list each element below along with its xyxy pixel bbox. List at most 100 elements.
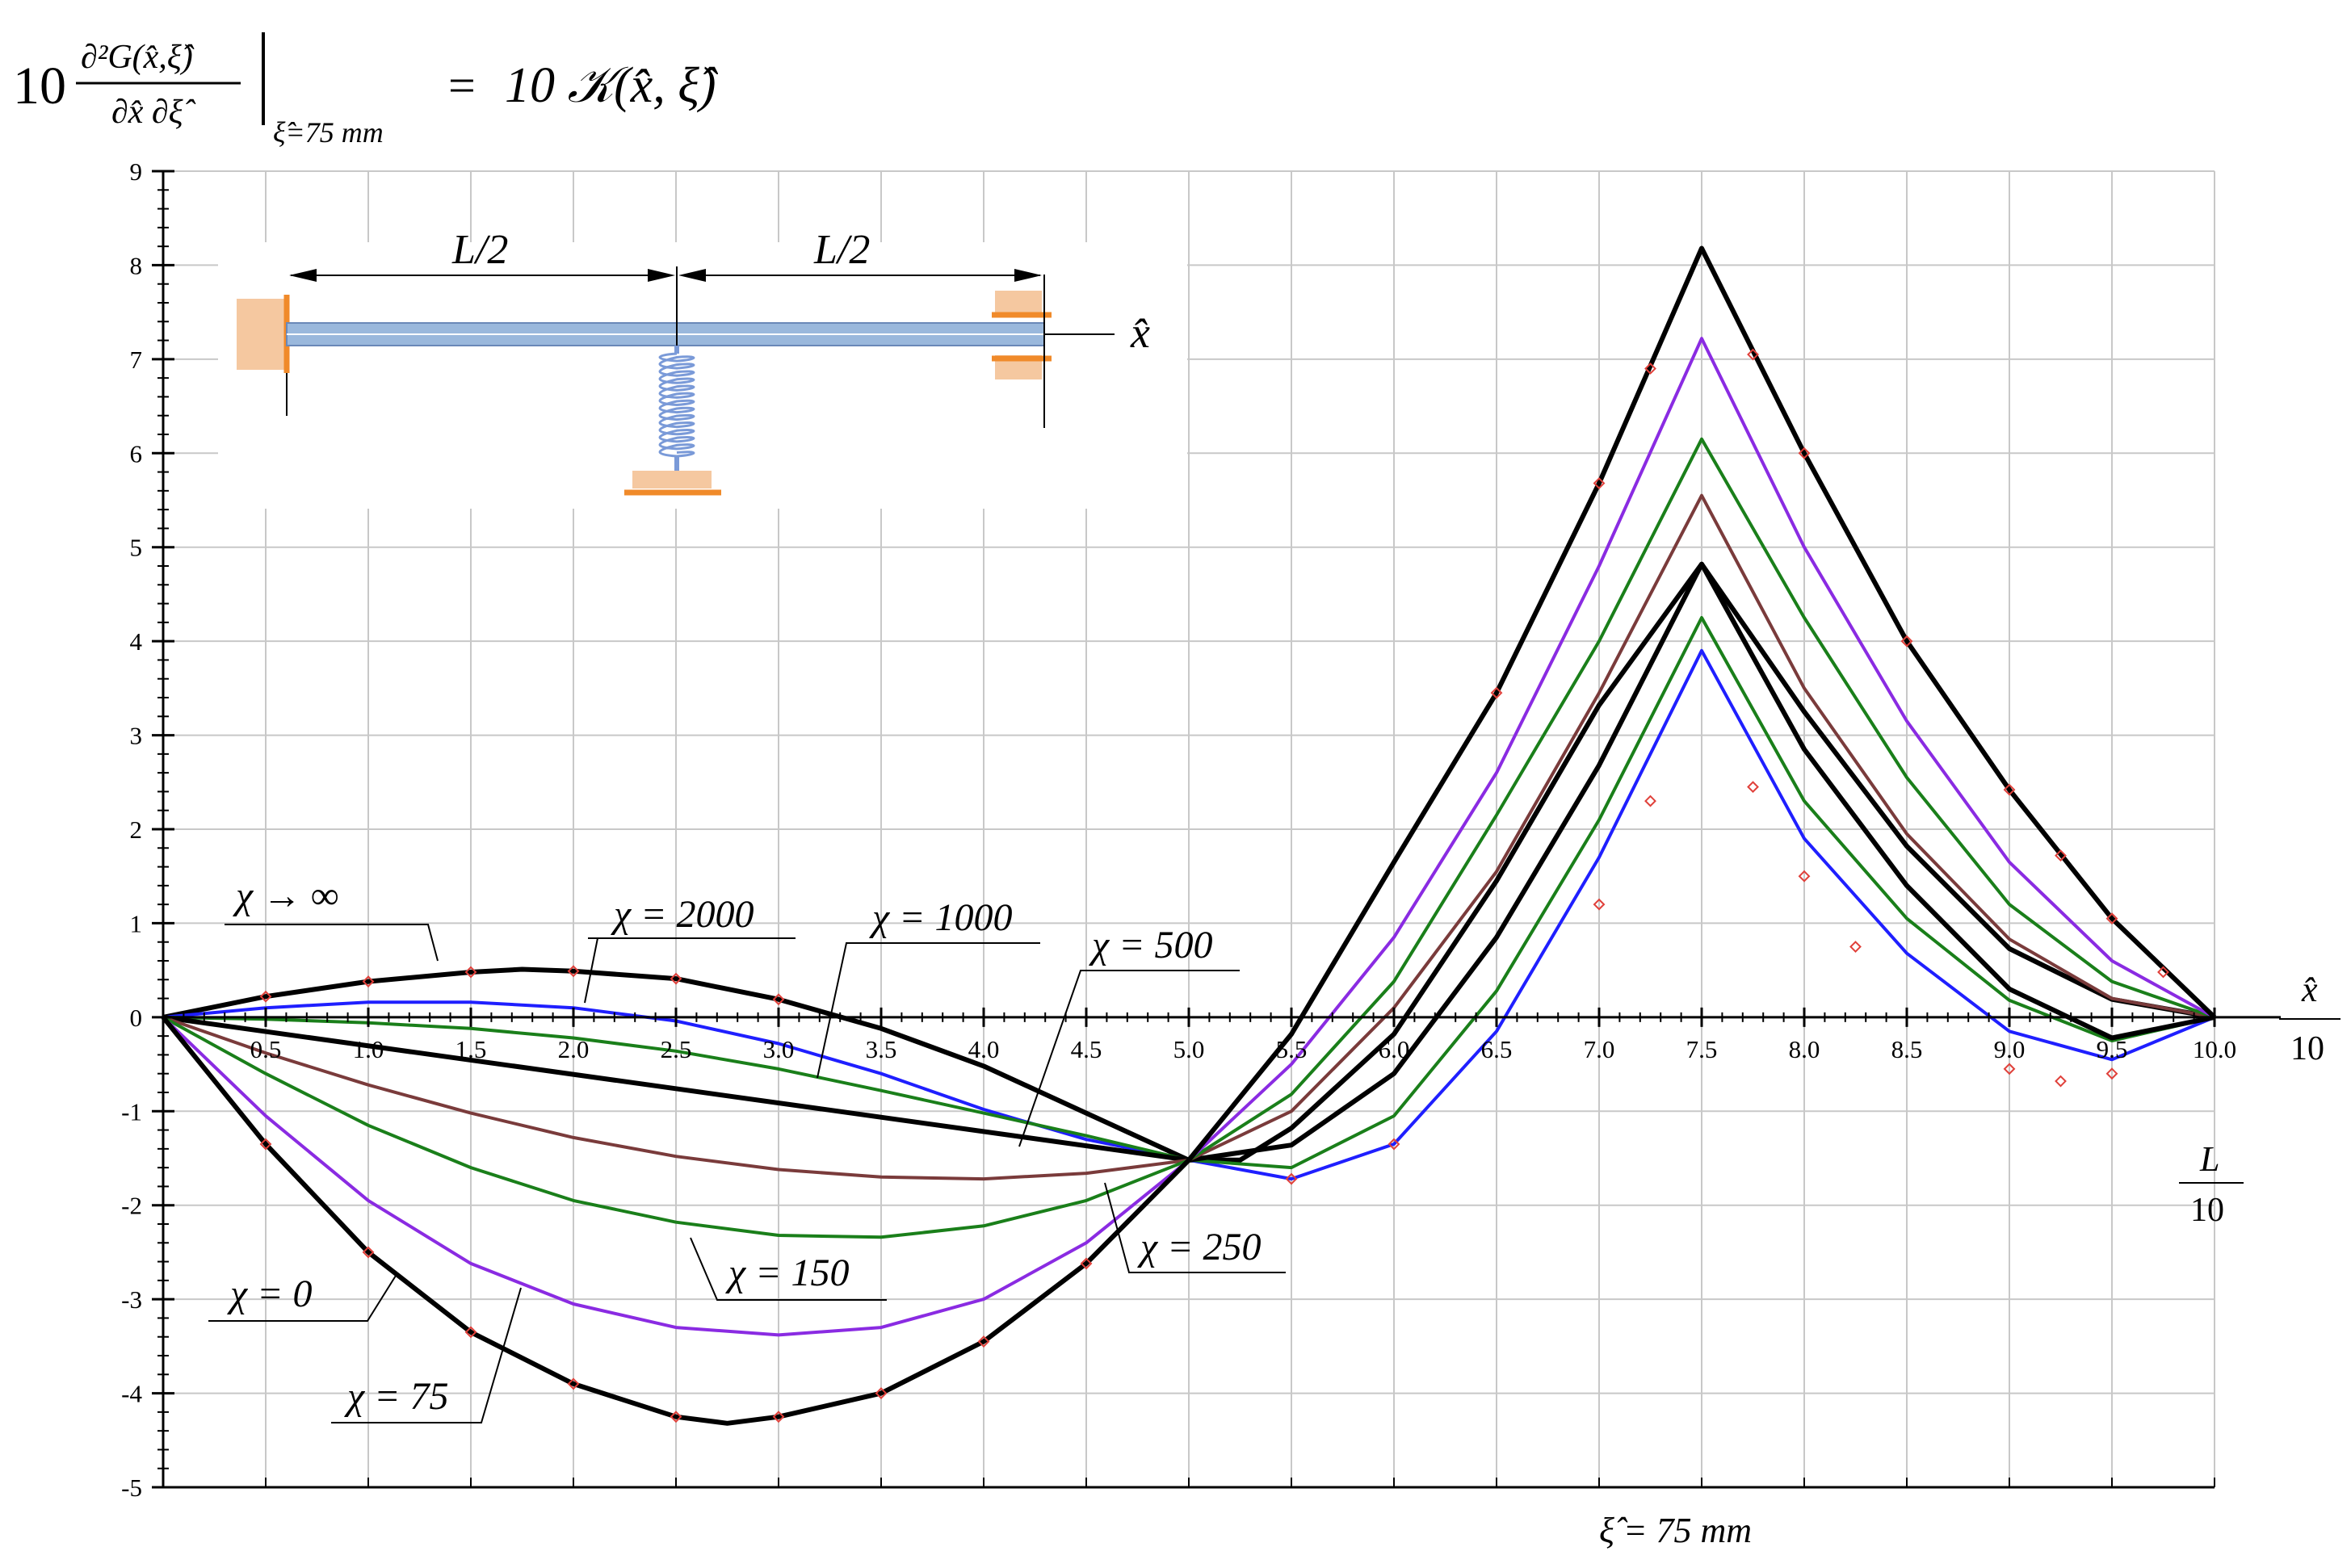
data-marker xyxy=(670,972,682,985)
dim-arrowhead-left xyxy=(289,269,317,282)
x-tick-label: 7.0 xyxy=(1584,1035,1615,1063)
x-unit-denominator: 10 xyxy=(2290,1030,2324,1067)
data-marker xyxy=(1798,447,1811,459)
data-marker xyxy=(567,965,580,978)
leader-chi-75 xyxy=(331,1287,522,1423)
title-rhs: 10 𝒦(x̂, ξ̂) xyxy=(505,58,719,113)
data-marker xyxy=(1798,870,1811,883)
x-tick-label: 1.0 xyxy=(353,1035,384,1063)
data-marker xyxy=(1849,941,1862,953)
y-tick-label: -1 xyxy=(121,1097,142,1126)
l-unit-denominator: 10 xyxy=(2190,1192,2224,1229)
leader-chi-500 xyxy=(1018,970,1240,1147)
x-tick-label: 3.5 xyxy=(866,1035,897,1063)
leader-chi-1000 xyxy=(817,942,1040,1079)
l-unit-numerator: L xyxy=(2199,1139,2219,1179)
data-marker xyxy=(1593,898,1606,911)
x-tick-label: 5.0 xyxy=(1173,1035,1205,1063)
y-tick-label: 0 xyxy=(130,1004,143,1032)
dim-arrowhead-mid-left xyxy=(648,269,675,282)
data-marker xyxy=(2003,783,2016,796)
data-marker xyxy=(772,1411,785,1423)
data-marker xyxy=(1747,348,1759,361)
y-tick-label: -2 xyxy=(121,1192,142,1220)
label-chi-75: χ = 75 xyxy=(344,1375,449,1418)
x-tick-label: 5.5 xyxy=(1276,1035,1308,1063)
x-tick-label: 9.0 xyxy=(1994,1035,2026,1063)
dim-arrowhead-mid-right xyxy=(678,269,706,282)
y-tick-label: 6 xyxy=(130,439,143,467)
y-tick-label: -3 xyxy=(121,1285,142,1314)
y-tick-label: -5 xyxy=(121,1474,142,1502)
data-marker xyxy=(2055,1075,2067,1088)
x-tick-label: 10.0 xyxy=(2193,1035,2236,1063)
label-chi-150: χ = 150 xyxy=(725,1251,850,1294)
data-marker xyxy=(464,1326,477,1339)
label-chi-1000: χ = 1000 xyxy=(869,896,1013,939)
y-tick-label: 1 xyxy=(130,909,143,937)
label-chi-2000: χ = 2000 xyxy=(611,893,754,936)
data-marker xyxy=(1593,477,1606,489)
x-tick-label: 9.5 xyxy=(2097,1035,2128,1063)
l-unit-fraction: L 10 xyxy=(2179,1139,2244,1229)
y-tick-label: 7 xyxy=(130,346,143,374)
x-tick-label: 2.0 xyxy=(558,1035,590,1063)
x-tick-label: 1.5 xyxy=(456,1035,487,1063)
data-marker xyxy=(875,1387,888,1399)
x-tick-label: 4.5 xyxy=(1071,1035,1102,1063)
data-marker xyxy=(259,1138,272,1151)
y-tick-label: 2 xyxy=(130,815,143,844)
x-tick-label: 4.0 xyxy=(968,1035,1000,1063)
marker-layer xyxy=(259,348,2169,1423)
data-marker xyxy=(1388,1138,1400,1151)
left-wall-support xyxy=(237,299,287,370)
leader-chi-2000-tick xyxy=(584,937,598,1004)
data-marker xyxy=(977,1335,990,1348)
x-tick-label: 8.5 xyxy=(1891,1035,1923,1063)
series-line-3 xyxy=(162,561,2215,1163)
x-unit-fraction: x̂ 10 xyxy=(2279,970,2341,1067)
beam-schematic-inset: x̂ L/2 L/2 xyxy=(218,227,1187,509)
y-tick-label: -4 xyxy=(121,1380,142,1408)
leader-chi-250 xyxy=(1104,1182,1286,1273)
data-marker xyxy=(362,1246,375,1259)
data-marker xyxy=(2003,1063,2016,1075)
data-marker xyxy=(670,1411,682,1423)
data-marker xyxy=(2157,966,2169,979)
data-marker xyxy=(2105,912,2118,925)
dim-arrowhead-right xyxy=(1014,269,1042,282)
label-chi-0: χ = 0 xyxy=(227,1272,313,1315)
left-span-label: L/2 xyxy=(451,227,508,273)
x-tick-label: 8.0 xyxy=(1789,1035,1820,1063)
title-subscript: ξ̂=75 mm xyxy=(273,116,384,149)
data-marker xyxy=(1285,1172,1298,1185)
axes: -5 -4 -3 -2 -1 0 1 2 3 4 5 6 7 8 9 0.5 1.0 1.5 2.0 2.5 3.0 3.… xyxy=(121,157,2281,1502)
y-tick-label: 8 xyxy=(130,251,143,279)
data-marker xyxy=(1900,635,1913,648)
title-coefficient: 10 xyxy=(13,57,66,115)
series-layer xyxy=(161,245,2217,1426)
data-marker xyxy=(1490,686,1503,699)
data-marker xyxy=(1080,1257,1093,1270)
data-marker xyxy=(1644,794,1656,807)
x-tick-label: 2.5 xyxy=(661,1035,692,1063)
y-tick-label: 4 xyxy=(130,627,143,656)
data-marker xyxy=(2105,1067,2118,1080)
leader-chi-150 xyxy=(690,1237,887,1301)
xi-footnote: ξ̂ = 75 mm xyxy=(1599,1511,1752,1550)
data-marker xyxy=(2055,849,2067,862)
title-denominator: ∂x̂ ∂ξ̂ xyxy=(111,94,196,131)
data-marker xyxy=(362,975,375,988)
x-tick-label: 7.5 xyxy=(1686,1035,1718,1063)
x-tick-label: 6.5 xyxy=(1481,1035,1513,1063)
inset-x-axis-label: x̂ xyxy=(1130,308,1150,357)
series-line-7 xyxy=(161,245,2217,1426)
spring xyxy=(658,352,695,458)
title-equals: = xyxy=(448,59,476,112)
x-tick-label: 0.5 xyxy=(250,1035,282,1063)
spring-ground-support xyxy=(632,471,712,488)
title-numerator: ∂²G(x̂,ξ̂) xyxy=(81,39,195,76)
leader-chi-0 xyxy=(208,1275,397,1322)
right-span-label: L/2 xyxy=(813,227,870,273)
data-marker xyxy=(567,1377,580,1390)
